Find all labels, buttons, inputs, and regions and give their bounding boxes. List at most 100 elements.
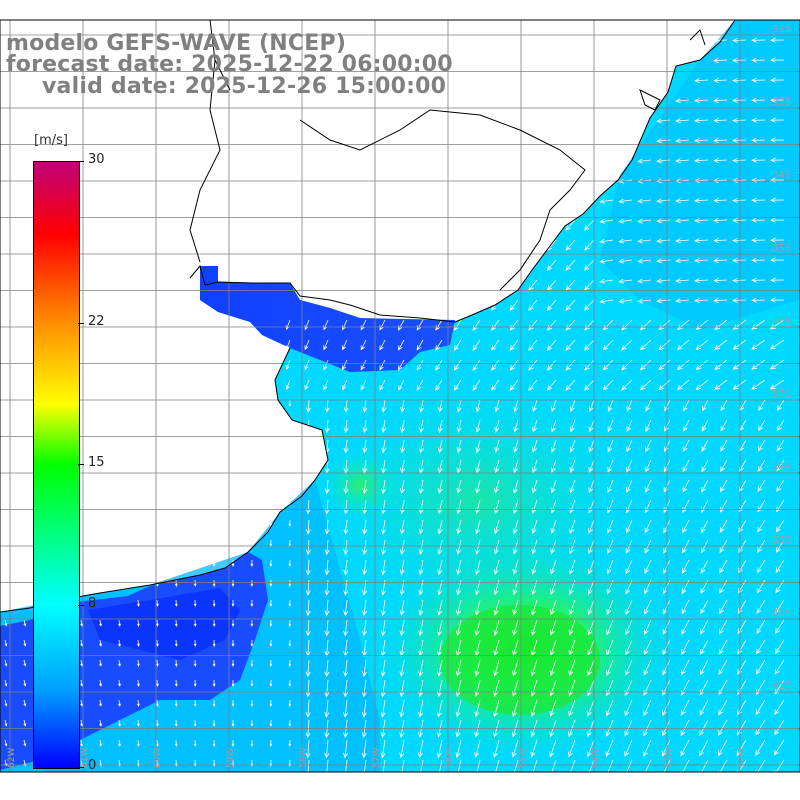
wind-arrow xyxy=(713,257,728,264)
wind-arrow xyxy=(607,419,614,433)
wind-arrow xyxy=(250,519,254,527)
wind-arrow xyxy=(599,238,614,244)
colorbar-tick-label: 15 xyxy=(88,455,105,470)
wind-arrow xyxy=(231,580,235,587)
wind-arrow xyxy=(343,479,349,495)
wind-arrow xyxy=(769,319,785,330)
wind-arrow xyxy=(587,599,595,616)
wind-arrow xyxy=(565,359,576,371)
wind-arrow xyxy=(546,259,557,271)
wind-arrow xyxy=(656,198,671,204)
wind-arrow xyxy=(513,419,519,433)
wind-arrow xyxy=(770,277,785,283)
wind-arrow xyxy=(770,197,785,203)
wind-arrow xyxy=(324,659,330,678)
latitude-label: 39S xyxy=(772,535,791,546)
wind-arrow xyxy=(588,439,595,453)
wind-arrow xyxy=(494,479,500,494)
wind-arrow xyxy=(361,659,367,678)
wind-arrow xyxy=(250,719,254,727)
wind-arrow xyxy=(776,419,785,432)
wind-arrow xyxy=(418,479,424,494)
wind-arrow xyxy=(675,138,690,144)
wind-arrow xyxy=(531,619,538,636)
wind-arrow xyxy=(662,659,671,676)
wind-arrow xyxy=(546,359,557,371)
wind-arrow xyxy=(605,739,614,758)
wind-arrow xyxy=(193,679,197,687)
wind-arrow xyxy=(436,699,443,718)
wind-arrow xyxy=(155,699,159,707)
wind-arrow xyxy=(493,559,500,575)
wind-arrow xyxy=(568,599,576,616)
wind-arrow xyxy=(513,479,519,494)
wind-arrow xyxy=(399,659,405,678)
wind-arrow xyxy=(528,259,538,271)
wind-arrow xyxy=(324,699,330,718)
wind-arrow xyxy=(437,399,443,413)
wind-arrow xyxy=(324,539,330,556)
wind-arrow xyxy=(774,639,785,655)
wind-arrow xyxy=(732,297,747,303)
wind-arrow xyxy=(643,639,652,656)
wind-arrow xyxy=(495,759,500,772)
wind-arrow xyxy=(512,519,519,535)
wind-arrow xyxy=(513,439,519,453)
wind-arrow xyxy=(285,359,291,371)
wind-arrow xyxy=(456,519,462,535)
wind-arrow xyxy=(677,339,690,351)
wind-arrow xyxy=(399,739,405,759)
wind-arrow xyxy=(193,579,197,587)
wind-arrow xyxy=(99,639,102,647)
wind-arrow xyxy=(380,659,386,678)
wind-arrow xyxy=(288,659,292,667)
wind-arrow xyxy=(343,699,349,718)
wind-arrow xyxy=(493,539,500,555)
wind-arrow xyxy=(661,739,671,757)
wind-arrow xyxy=(193,699,197,707)
wind-arrow xyxy=(618,198,633,204)
wind-arrow xyxy=(757,459,766,472)
wind-arrow xyxy=(360,379,367,391)
wind-arrow xyxy=(362,499,368,515)
wind-arrow xyxy=(568,739,576,758)
wind-arrow xyxy=(472,339,481,351)
wind-arrow xyxy=(770,257,785,263)
wind-arrow xyxy=(643,699,652,717)
wind-zone-low-southwest-2 xyxy=(88,588,240,660)
wind-arrow xyxy=(718,699,728,716)
wind-arrow xyxy=(625,639,633,656)
wind-arrow xyxy=(418,659,424,677)
wind-arrow xyxy=(250,579,254,587)
wind-arrow xyxy=(695,379,709,391)
wind-arrow xyxy=(587,639,595,656)
wind-arrow xyxy=(361,699,367,718)
wind-arrow xyxy=(342,359,348,371)
wind-arrow xyxy=(474,659,481,677)
wind-arrow xyxy=(137,659,140,667)
wind-arrow xyxy=(713,217,728,224)
wind-arrow xyxy=(472,379,481,391)
wind-arrow xyxy=(643,719,652,737)
wind-arrow xyxy=(531,459,538,474)
wind-arrow xyxy=(776,439,785,452)
wind-arrow xyxy=(751,57,766,63)
wind-arrow xyxy=(118,639,121,647)
wind-arrow xyxy=(701,419,709,432)
wind-arrow xyxy=(118,719,121,727)
wind-arrow xyxy=(720,459,728,473)
wind-arrow xyxy=(362,419,368,434)
wind-arrow xyxy=(645,439,652,453)
wind-arrow xyxy=(174,619,178,627)
latitude-label: 34S xyxy=(772,170,791,181)
wind-arrow xyxy=(656,238,671,244)
coastline-north-uruguay xyxy=(189,264,456,323)
wind-arrow xyxy=(4,719,8,727)
wind-arrow xyxy=(212,719,216,727)
wind-arrow xyxy=(382,759,386,772)
wind-arrow xyxy=(193,639,197,647)
title-model: modelo GEFS-WAVE (NCEP) xyxy=(6,31,347,56)
wind-arrow xyxy=(658,379,671,391)
wind-arrow xyxy=(493,619,500,636)
wind-arrow xyxy=(694,98,709,104)
